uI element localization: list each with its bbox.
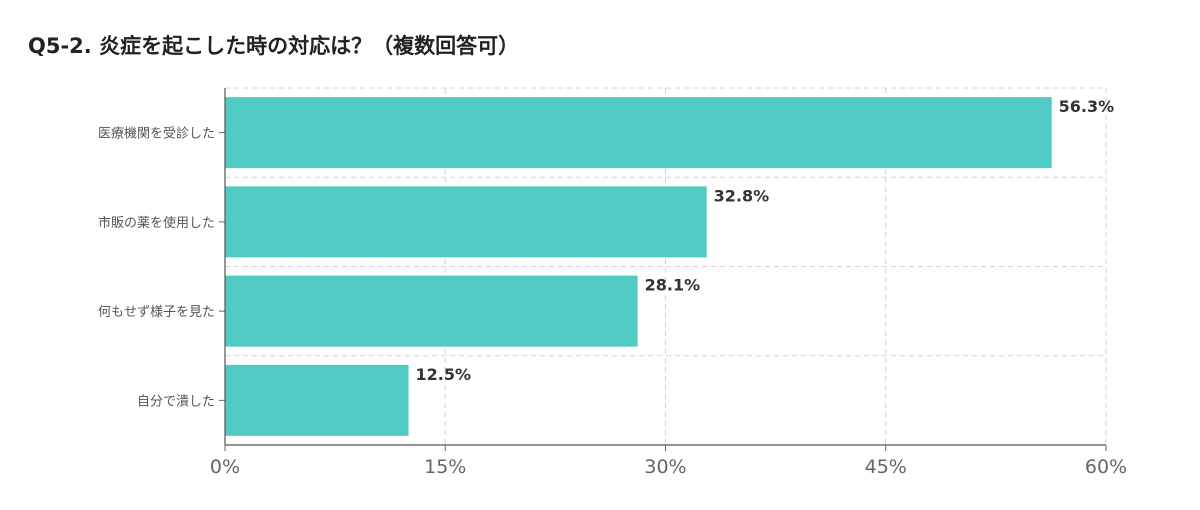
x-tick-label: 60% [1085, 456, 1127, 478]
bar [225, 364, 409, 436]
category-label: 何もせず様子を見た [98, 304, 215, 320]
category-label: 市販の薬を使用した [98, 215, 215, 231]
bar [225, 186, 707, 258]
category-label: 医療機関を受診した [98, 126, 215, 142]
category-label: 自分で潰した [137, 394, 215, 409]
bars [225, 97, 1052, 436]
x-tick-label: 45% [865, 456, 907, 478]
bar [225, 97, 1052, 169]
x-tick-label: 30% [644, 456, 686, 478]
chart-title: Q5-2. 炎症を起こした時の対応は？（複数回答可） [28, 34, 520, 58]
axes [219, 88, 1107, 451]
x-tick-label: 0% [210, 456, 240, 478]
bar-value-label: 32.8% [714, 186, 770, 205]
gridlines [225, 87, 1107, 445]
x-tick-label: 15% [424, 456, 466, 478]
bar-value-label: 28.1% [645, 276, 701, 295]
bar [225, 275, 638, 347]
bar-value-label: 12.5% [416, 365, 472, 384]
labels: 56.3% 医療機関を受診した 32.8% 市販の薬を使用した 28.1% 何もせず様子を… [98, 97, 1127, 478]
bar-value-label: 56.3% [1059, 97, 1115, 116]
